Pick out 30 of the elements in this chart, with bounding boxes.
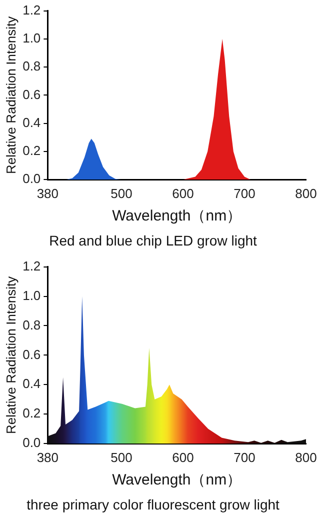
y-tick-label: 1.2 — [22, 258, 41, 274]
x-tick-label: 700 — [234, 450, 256, 465]
y-tick-label: 0.0 — [22, 435, 41, 450]
y-axis-title: Relative Radiation Intensity — [3, 276, 18, 434]
y-tick-label: 1.2 — [22, 2, 41, 18]
x-tick-label: 380 — [36, 186, 59, 201]
x-tick-label: 500 — [110, 450, 132, 465]
x-tick-label: 600 — [172, 450, 194, 465]
y-axis-title: Relative Radiation Intensity — [3, 16, 18, 174]
y-tick-label: 0.2 — [22, 406, 41, 421]
x-axis-title: Wavelength（nm） — [112, 471, 242, 488]
text: three primary color fluorescent grow light — [26, 496, 280, 512]
y-tick-label: 0.0 — [22, 171, 41, 186]
y-tick-label: 1.0 — [22, 288, 41, 303]
y-tick-label: 0.8 — [22, 58, 41, 74]
y-tick-label: 0.4 — [22, 376, 41, 392]
y-tick-label: 0.6 — [22, 86, 41, 102]
x-tick-label: 800 — [295, 450, 317, 465]
x-axis-title: Wavelength（nm） — [112, 207, 242, 224]
y-tick-label: 0.6 — [22, 346, 41, 362]
y-tick-label: 1.0 — [22, 30, 41, 46]
y-tick-label: 0.2 — [22, 143, 41, 158]
x-tick-label: 700 — [234, 186, 256, 201]
y-tick-label: 0.8 — [22, 317, 41, 332]
x-tick-label: 500 — [110, 186, 132, 201]
x-tick-label: 800 — [295, 186, 317, 201]
x-tick-label: 600 — [172, 186, 194, 201]
text: Red and blue chip LED grow light — [49, 232, 258, 248]
y-tick-label: 0.4 — [22, 114, 41, 130]
x-tick-label: 380 — [36, 450, 59, 465]
